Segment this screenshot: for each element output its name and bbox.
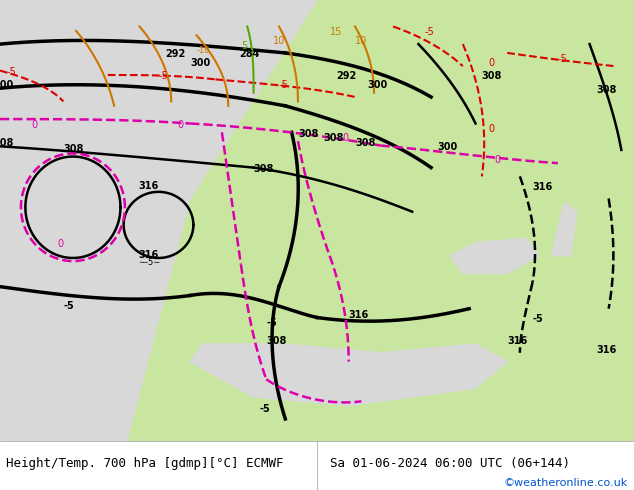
- Text: 0: 0: [495, 155, 501, 165]
- Text: -5: -5: [533, 314, 543, 324]
- Text: -5: -5: [63, 301, 74, 311]
- Text: 0: 0: [342, 133, 349, 143]
- Text: 308: 308: [482, 72, 502, 81]
- Text: 300: 300: [368, 80, 388, 90]
- Text: 316: 316: [138, 250, 158, 260]
- Text: 0: 0: [488, 58, 495, 68]
- Text: 316: 316: [349, 310, 369, 319]
- Text: 308: 308: [298, 129, 318, 139]
- Text: 316: 316: [507, 336, 527, 346]
- Text: 292: 292: [336, 72, 356, 81]
- Text: 0: 0: [57, 239, 63, 249]
- Text: 0: 0: [32, 120, 38, 130]
- Text: 308: 308: [254, 164, 274, 174]
- Text: 300: 300: [0, 80, 14, 90]
- Text: 10: 10: [273, 36, 285, 46]
- Text: 292: 292: [165, 49, 185, 59]
- Text: 308: 308: [0, 138, 14, 147]
- Text: 15: 15: [330, 27, 342, 37]
- Text: 10: 10: [355, 36, 367, 46]
- Text: 308: 308: [266, 336, 287, 346]
- Text: 300: 300: [190, 58, 210, 68]
- Text: -5: -5: [158, 72, 168, 81]
- Text: Sa 01-06-2024 06:00 UTC (06+144): Sa 01-06-2024 06:00 UTC (06+144): [330, 457, 570, 469]
- Polygon shape: [0, 0, 317, 441]
- Text: -5: -5: [266, 318, 277, 328]
- Text: 308: 308: [323, 133, 344, 143]
- Text: -5: -5: [558, 54, 567, 64]
- Text: -5: -5: [6, 67, 16, 77]
- Text: 308: 308: [596, 85, 616, 95]
- Polygon shape: [0, 0, 139, 441]
- Text: 5: 5: [241, 41, 247, 50]
- Text: 300: 300: [437, 142, 458, 152]
- Polygon shape: [0, 0, 634, 441]
- Polygon shape: [190, 344, 507, 406]
- Text: ©weatheronline.co.uk: ©weatheronline.co.uk: [503, 478, 628, 488]
- Text: -5: -5: [260, 404, 271, 415]
- Text: 0: 0: [178, 120, 184, 130]
- Polygon shape: [552, 203, 577, 256]
- Text: -10: -10: [197, 46, 210, 55]
- Text: 316: 316: [596, 345, 616, 355]
- Text: Height/Temp. 700 hPa [gdmp][°C] ECMWF: Height/Temp. 700 hPa [gdmp][°C] ECMWF: [6, 457, 284, 469]
- Text: 0: 0: [488, 124, 495, 134]
- Text: 316: 316: [138, 181, 158, 191]
- Text: -5: -5: [279, 80, 288, 90]
- Polygon shape: [139, 0, 634, 441]
- Text: -5: -5: [425, 27, 434, 37]
- Text: 284: 284: [240, 49, 260, 59]
- Text: ∼-5∼: ∼-5∼: [138, 258, 160, 267]
- Polygon shape: [450, 238, 539, 273]
- Text: 316: 316: [533, 182, 553, 192]
- Text: 308: 308: [355, 138, 375, 147]
- Text: 308: 308: [63, 144, 84, 154]
